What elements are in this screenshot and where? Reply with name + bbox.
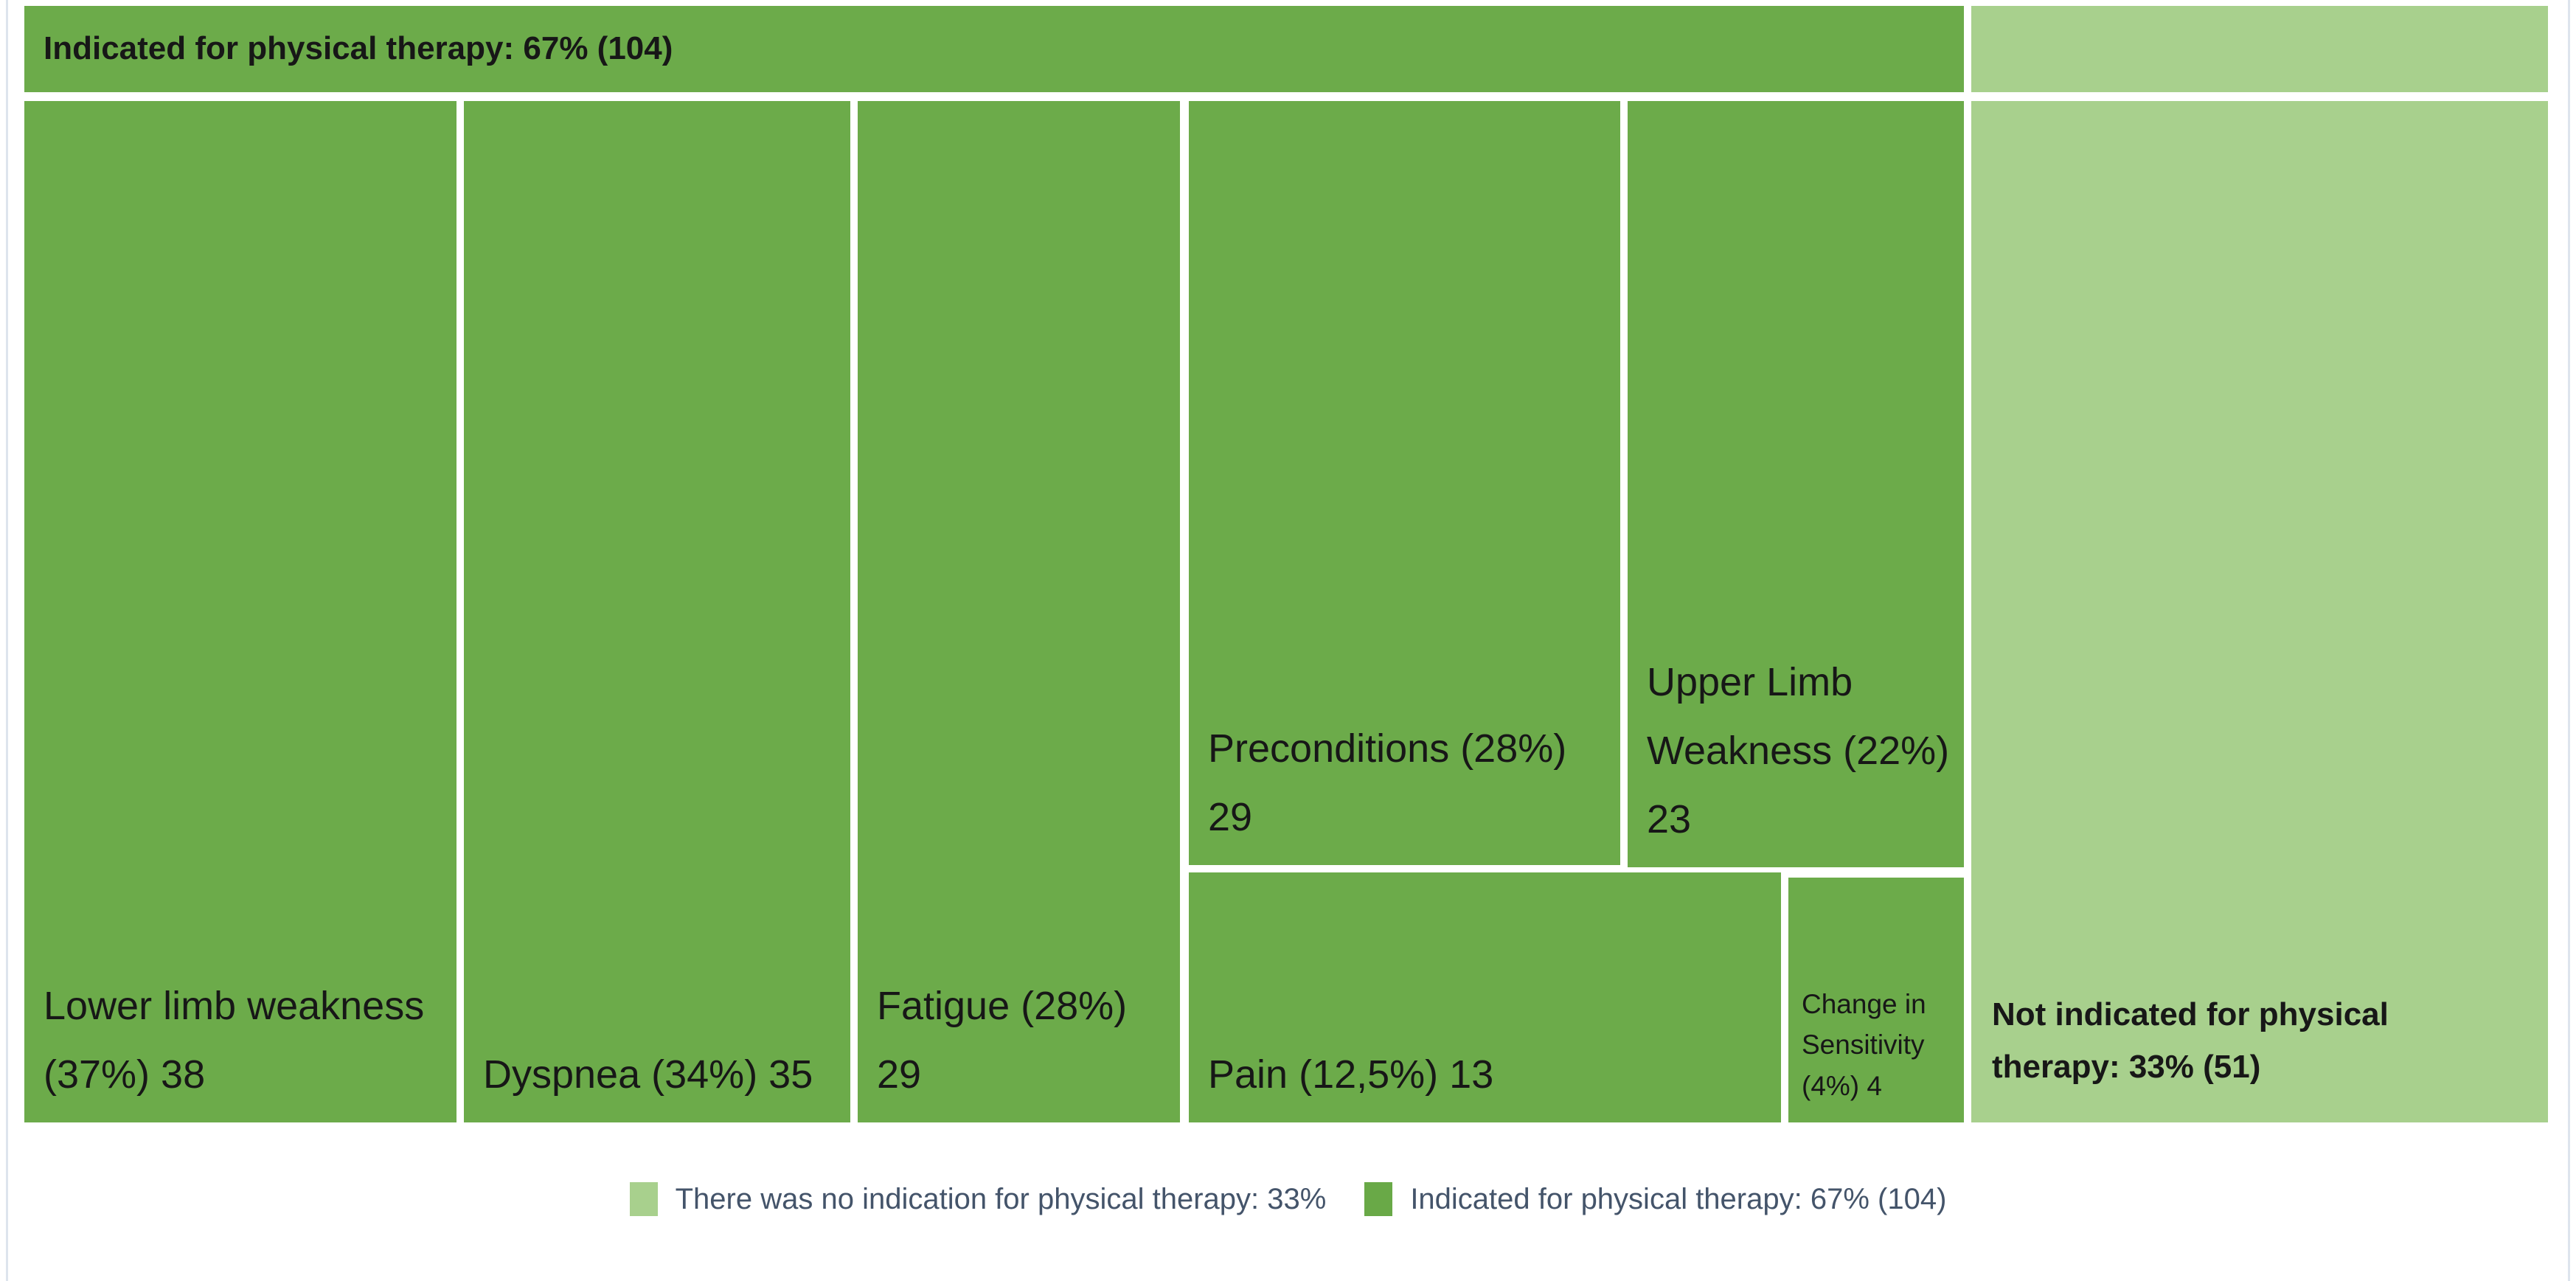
legend-item-indicated: Indicated for physical therapy: 67% (104… (1364, 1181, 1946, 1217)
legend: There was no indication for physical the… (0, 1181, 2576, 1217)
legend-swatch-no-indication-icon (629, 1182, 658, 1216)
page-border-left (6, 0, 8, 1281)
tile-pain: Pain (12,5%) 13 (1189, 872, 1781, 1122)
tile-not-indicated-label: Not indicated for physical therapy: 33% … (1992, 996, 2389, 1085)
legend-label-indicated: Indicated for physical therapy: 67% (104… (1410, 1183, 1947, 1215)
tile-not-indicated: Not indicated for physical therapy: 33% … (1971, 101, 2548, 1122)
tile-fatigue: Fatigue (28%) 29 (858, 101, 1180, 1122)
tile-not-indicated-top-strip (1971, 6, 2548, 92)
tile-lower-limb-weakness-label: Lower limb weakness (37%) 38 (44, 984, 425, 1097)
tile-change-in-sensitivity: Change in Sensitivity (4%) 4 (1788, 878, 1964, 1122)
page-border-right (2568, 0, 2570, 1281)
tile-dyspnea-label: Dyspnea (34%) 35 (483, 1052, 813, 1097)
legend-item-no-indication: There was no indication for physical the… (629, 1181, 1327, 1217)
tile-pain-label: Pain (12,5%) 13 (1208, 1052, 1494, 1097)
tile-preconditions-label: Preconditions (28%) 29 (1208, 726, 1567, 840)
tile-dyspnea: Dyspnea (34%) 35 (464, 101, 850, 1122)
tile-indicated-header-label: Indicated for physical therapy: 67% (104… (44, 30, 673, 67)
tile-indicated-header: Indicated for physical therapy: 67% (104… (24, 6, 1964, 92)
legend-swatch-indicated-icon (1364, 1182, 1393, 1216)
tile-upper-limb-weakness-label: Upper Limb Weakness (22%) 23 (1647, 660, 1950, 842)
tile-lower-limb-weakness: Lower limb weakness (37%) 38 (24, 101, 456, 1122)
tile-upper-limb-weakness: Upper Limb Weakness (22%) 23 (1628, 101, 1964, 867)
tile-fatigue-label: Fatigue (28%) 29 (877, 984, 1128, 1097)
tile-preconditions: Preconditions (28%) 29 (1189, 101, 1620, 865)
legend-label-no-indication: There was no indication for physical the… (675, 1183, 1327, 1215)
tile-change-in-sensitivity-label: Change in Sensitivity (4%) 4 (1802, 988, 1926, 1101)
